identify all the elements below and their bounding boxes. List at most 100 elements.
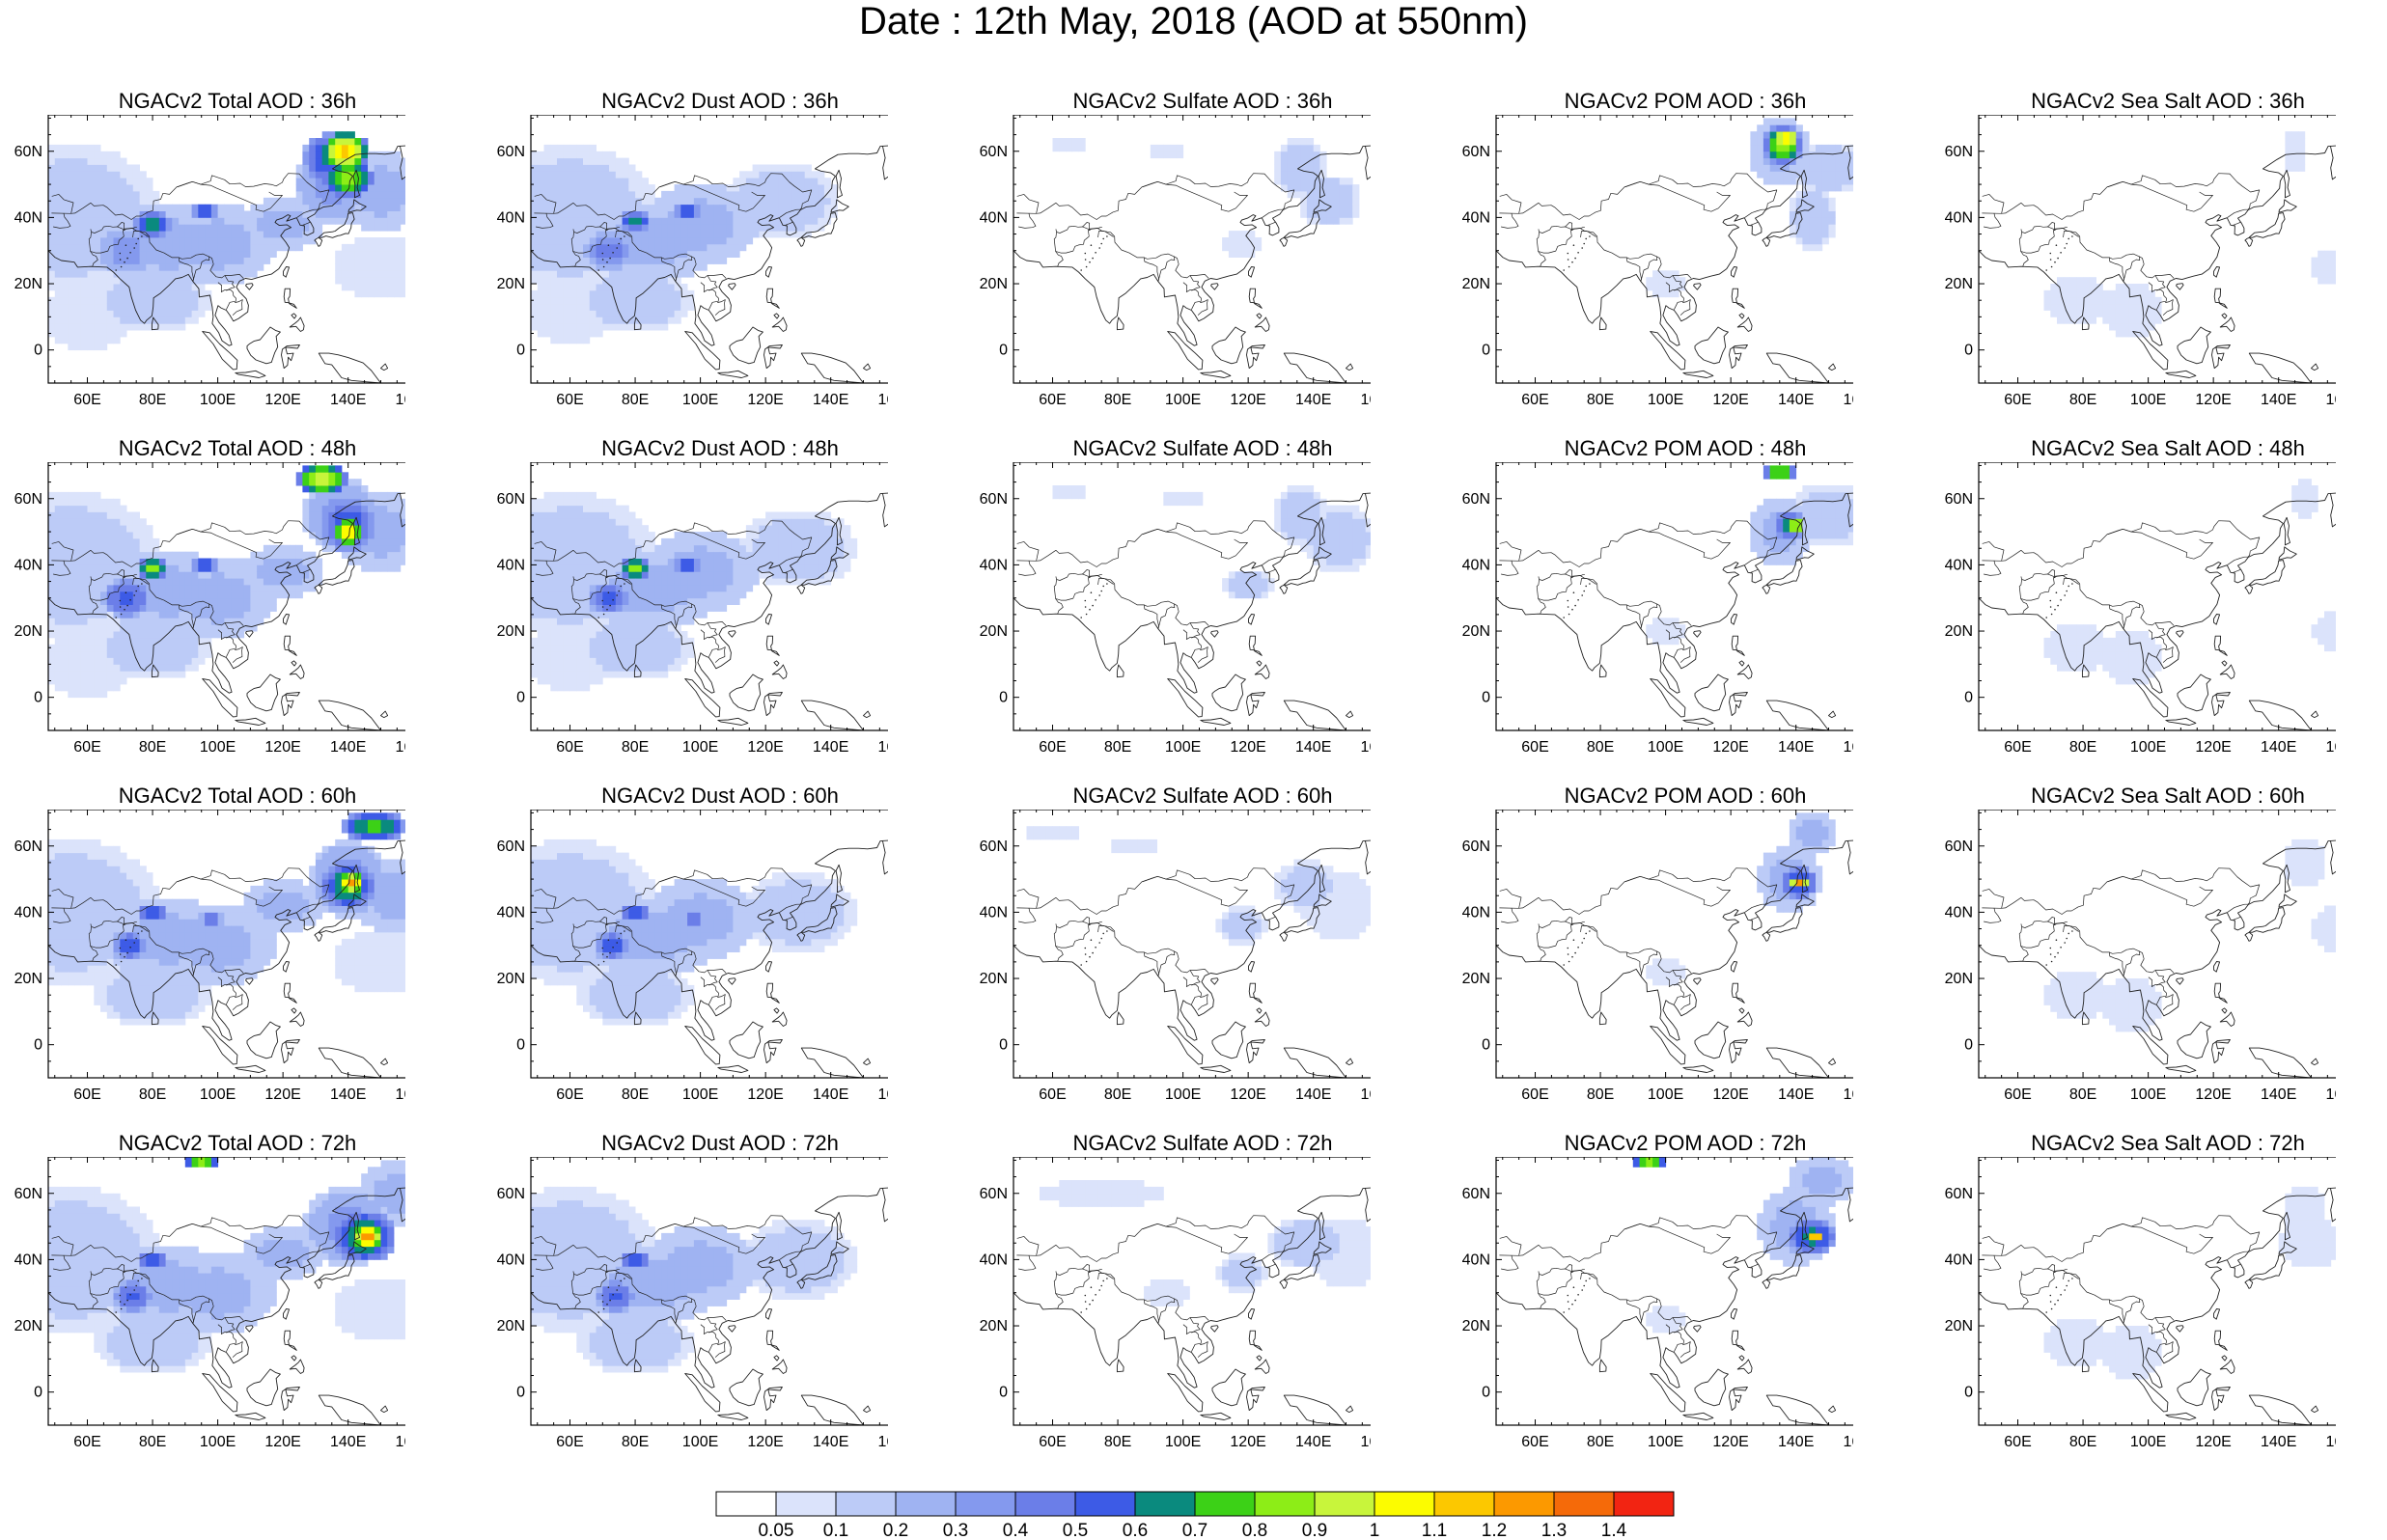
lat-tick-label: 0 (999, 690, 1008, 706)
coastlines (1496, 839, 1853, 1078)
lon-tick-label: 140E (813, 739, 848, 756)
colorbar-label: 1.3 (1541, 1521, 1567, 1539)
panel-title: NGACv2 Sea Salt AOD : 36h (2031, 89, 2305, 113)
lon-tick-label: 80E (1587, 392, 1614, 408)
aod-map: 60E 80E 100E 120E 140E 160E 60N 40N 20N 0 (14, 810, 405, 1103)
lon-tick-label: 100E (682, 392, 718, 408)
panel-title: NGACv2 POM AOD : 36h (1564, 89, 1807, 113)
lon-tick-label: 100E (2130, 1434, 2166, 1450)
coastlines (1979, 1187, 2336, 1425)
lon-tick-label: 100E (1648, 1434, 1683, 1450)
aod-map: 60E 80E 100E 120E 140E 160E 60N 40N 20N 0 (1462, 115, 1853, 408)
lon-tick-label: 140E (330, 739, 366, 756)
lon-tick-label: 140E (2261, 1086, 2296, 1103)
aod-field (48, 812, 405, 1026)
aod-map: 60E 80E 100E 120E 140E 160E 60N 40N 20N 0 (1462, 810, 1853, 1103)
coastlines (1013, 1187, 1371, 1425)
aod-field (48, 465, 405, 699)
lat-tick-label: 0 (1482, 1385, 1490, 1401)
lon-tick-label: 120E (1230, 1434, 1265, 1450)
colorbar-swatch (1074, 1491, 1136, 1517)
aod-field (48, 1157, 405, 1373)
lon-tick-label: 80E (622, 392, 649, 408)
lat-tick-label: 60N (497, 839, 525, 855)
map-panel-pom-48h: NGACv2 POM AOD : 48h 60E 80E 100E 120E 140E 1 6… (1448, 436, 1853, 760)
lon-tick-label: 120E (2195, 1434, 2231, 1450)
lat-tick-label: 0 (999, 1385, 1008, 1401)
lon-tick-label: 60E (73, 1434, 100, 1450)
lon-tick-label: 100E (1165, 1086, 1201, 1103)
lat-tick-label: 20N (497, 971, 525, 987)
colorbar-label: 1.4 (1601, 1521, 1627, 1539)
lat-tick-label: 40N (497, 1251, 525, 1268)
coastlines (531, 839, 888, 1078)
colorbar-swatch (1613, 1491, 1675, 1517)
aod-map: 60E 80E 100E 120E 140E 160E 60N 40N 20N 0 (980, 115, 1371, 408)
lon-tick-label: 80E (139, 392, 166, 408)
lon-tick-label: 60E (2004, 392, 2031, 408)
aod-map: 60E 80E 100E 120E 140E 160E 60N 40N 20N 0 (980, 462, 1371, 756)
map-panel-sulfate-36h: NGACv2 Sulfate AOD : 36h 60E 80E 100E 120E 14… (965, 89, 1371, 413)
lat-tick-label: 0 (34, 690, 42, 706)
lon-tick-label: 60E (2004, 1086, 2031, 1103)
aod-field (1632, 1157, 1853, 1334)
lon-tick-label: 160E (878, 392, 888, 408)
map-panel-sulfate-60h: NGACv2 Sulfate AOD : 60h 60E 80E 100E 120E 14… (965, 784, 1371, 1108)
lon-tick-label: 160E (878, 1434, 888, 1450)
colorbar-label: 0.6 (1123, 1521, 1148, 1539)
map-panel-dust-60h: NGACv2 Dust AOD : 60h 60E 80E 100E 120E 140E 1… (483, 784, 888, 1108)
lon-tick-label: 160E (396, 739, 405, 756)
coastlines (1013, 839, 1371, 1078)
lon-tick-label: 80E (2069, 392, 2096, 408)
coastlines (531, 145, 888, 383)
lon-tick-label: 60E (556, 1434, 583, 1450)
lat-tick-label: 40N (1462, 557, 1490, 573)
aod-field (1026, 826, 1371, 947)
aod-map: 60E 80E 100E 120E 140E 160E 60N 40N 20N 0 (1462, 462, 1853, 756)
lon-tick-label: 120E (264, 1086, 300, 1103)
lat-tick-label: 20N (14, 276, 42, 292)
lon-tick-label: 60E (2004, 739, 2031, 756)
aod-map: 60E 80E 100E 120E 140E 160E 60N 40N 20N 0 (1945, 810, 2336, 1103)
lat-tick-label: 60N (1462, 839, 1490, 855)
lon-tick-label: 60E (73, 1086, 100, 1103)
figure-title: Date : 12th May, 2018 (AOD at 550nm) (859, 0, 1528, 42)
lon-tick-label: 120E (264, 1434, 300, 1450)
aod-map: 60E 80E 100E 120E 140E 160E 60N 40N 20N 0 (14, 1157, 405, 1450)
lat-tick-label: 60N (1945, 839, 1973, 855)
coastlines (48, 492, 405, 730)
lat-tick-label: 0 (1482, 690, 1490, 706)
lon-tick-label: 140E (1778, 1434, 1814, 1450)
aod-map: 60E 80E 100E 120E 140E 160E 60N 40N 20N 0 (980, 810, 1371, 1103)
aod-field (48, 131, 405, 351)
lon-tick-label: 160E (1361, 1086, 1371, 1103)
lon-tick-label: 60E (73, 392, 100, 408)
lon-tick-label: 60E (73, 739, 100, 756)
colorbar-swatch (1254, 1491, 1316, 1517)
aod-field (531, 144, 838, 344)
lon-tick-label: 120E (1712, 739, 1748, 756)
lon-tick-label: 60E (1521, 1086, 1548, 1103)
lon-tick-label: 160E (1844, 392, 1853, 408)
map-panel-pom-60h: NGACv2 POM AOD : 60h 60E 80E 100E 120E 140E 1 6… (1448, 784, 1853, 1108)
lat-tick-label: 40N (1945, 209, 1973, 226)
colorbar-swatch (1493, 1491, 1555, 1517)
panel-title: NGACv2 Dust AOD : 36h (601, 89, 839, 113)
lon-tick-label: 120E (264, 392, 300, 408)
colorbar-label: 0.1 (823, 1521, 848, 1539)
colorbar-label: 0.4 (1003, 1521, 1029, 1539)
map-panel-pom-36h: NGACv2 POM AOD : 36h 60E 80E 100E 120E 140E 1 6… (1448, 89, 1853, 413)
map-panel-total-36h: NGACv2 Total AOD : 36h 60E 80E 100E 120E 140E… (0, 89, 405, 413)
aod-map: 60E 80E 100E 120E 140E 160E 60N 40N 20N 0 (497, 810, 888, 1103)
map-panel-dust-36h: NGACv2 Dust AOD : 36h 60E 80E 100E 120E 140E 1… (483, 89, 888, 413)
lon-tick-label: 160E (878, 1086, 888, 1103)
panel-title: NGACv2 Dust AOD : 48h (601, 436, 839, 460)
lat-tick-label: 0 (34, 1037, 42, 1054)
lon-tick-label: 60E (1039, 1086, 1066, 1103)
aod-field (531, 839, 858, 1026)
aod-field (2043, 1186, 2336, 1380)
lon-tick-label: 100E (2130, 739, 2166, 756)
aod-field (2043, 131, 2336, 338)
lon-tick-label: 120E (747, 739, 783, 756)
lat-tick-label: 20N (497, 1318, 525, 1334)
